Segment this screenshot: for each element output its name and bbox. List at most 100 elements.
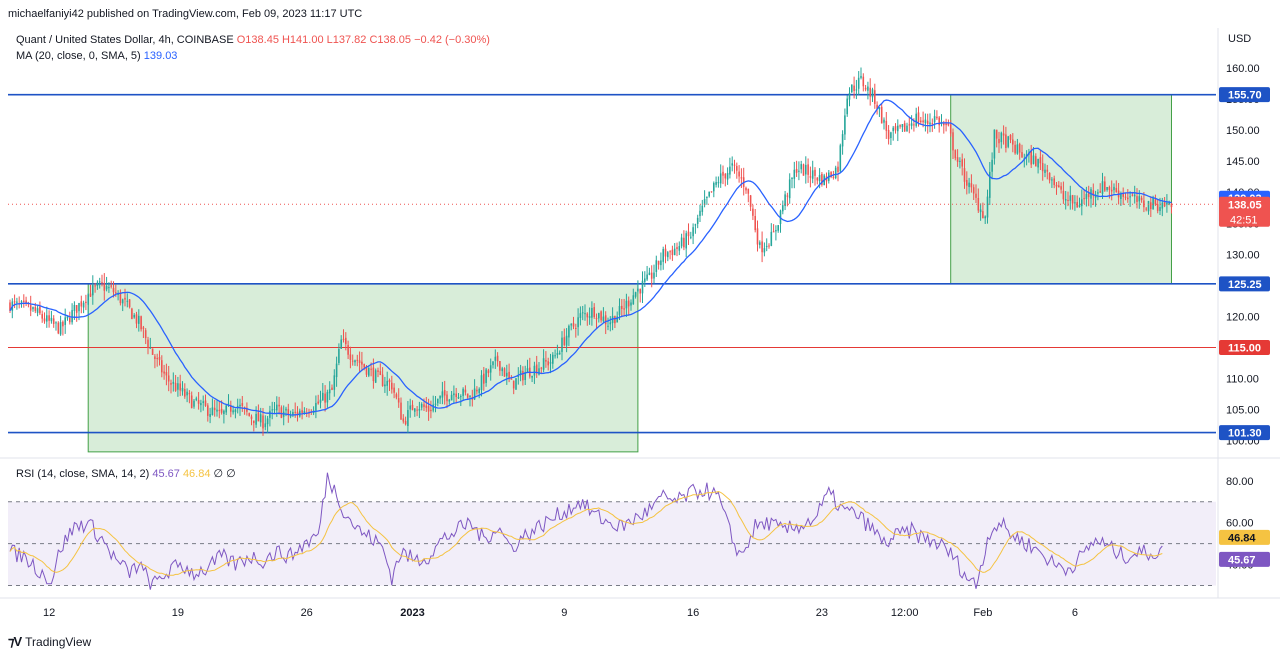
candle-body [1076,201,1078,208]
candle-body [915,113,917,126]
candle-body [600,311,602,321]
candle-body [510,378,513,380]
candle-body [112,287,115,293]
candle-body [1138,196,1141,202]
rsi-extra: ∅ ∅ [213,468,236,480]
candle-body [414,408,416,412]
candle-body [561,337,563,352]
candle-body [448,399,451,402]
candle-body [246,407,248,412]
candle-body [547,361,549,366]
candle-body [43,318,46,322]
candle-body [777,225,779,231]
candle-body [446,394,448,402]
candle-body [568,325,570,338]
candle-body [1159,207,1161,212]
candle-body [108,287,110,289]
rsi-label: RSI (14, close, SMA, 14, 2) [16,468,150,480]
candle-body [1005,134,1007,148]
footer[interactable]: ⁊V TradingView [8,634,91,650]
candle-body [708,191,710,197]
candle-body [998,138,1000,144]
candle-body [255,413,257,425]
candle-body [770,231,773,246]
candle-body [296,411,299,416]
candle-body [1104,181,1106,191]
candle-body [763,248,766,253]
candle-body [671,249,674,256]
candle-body [1143,200,1145,208]
candle-body [869,87,871,97]
candle-body [13,301,16,303]
candle-body [818,175,821,182]
candle-body [303,411,306,414]
candle-body [519,370,522,376]
candle-body [821,174,823,185]
candle-body [39,306,41,314]
candle-body [802,164,805,176]
candle-body [384,384,386,387]
candle-body [216,409,218,412]
candle-body [793,169,796,179]
candle-body [69,317,71,323]
time-tick-label: 16 [687,607,699,619]
candle-body [588,316,591,318]
candle-body [165,372,168,376]
rsi-legend[interactable]: RSI (14, close, SMA, 14, 2) 45.67 46.84 … [16,467,236,480]
candle-body [105,286,108,290]
candle-body [115,292,117,294]
candle-body [786,195,789,197]
candle-body [1018,143,1021,153]
candle-body [759,242,761,245]
range-zones [87,94,1173,453]
candle-body [202,401,204,403]
candle-body [20,301,23,303]
candle-body [315,402,317,411]
candle-body [841,134,844,147]
publish-header: michaelfaniyi42 published on TradingView… [8,8,363,20]
candle-body [616,316,618,323]
candle-body [765,245,768,248]
candle-body [632,295,635,305]
ma-legend[interactable]: MA (20, close, 0, SMA, 5) 139.03 [16,50,177,62]
candle-body [775,230,777,232]
candle-body [554,355,556,357]
candle-body [368,368,370,376]
candle-body [133,315,135,318]
candle-body [345,337,347,345]
candle-body [722,171,724,176]
candle-body [800,164,802,170]
symbol-legend[interactable]: Quant / United States Dollar, 4h, COINBA… [16,34,490,46]
candle-body [989,171,991,198]
rsi-line [9,472,1163,590]
candle-body [161,360,163,373]
candle-body [50,317,53,322]
candle-body [1071,195,1074,204]
candle-body [556,353,559,355]
candle-body [460,396,462,398]
candle-body [1129,196,1131,198]
candle-body [1147,200,1150,212]
candle-body [1062,190,1065,200]
candle-body [239,404,241,407]
candle-body [393,387,395,393]
candle-body [462,388,464,396]
candle-body [736,166,738,171]
candle-body [579,313,582,318]
candle-body [230,405,232,412]
candle-body [338,348,340,363]
candle-body [747,188,750,194]
candle-body [96,282,99,286]
candle-body [94,285,96,287]
currency-label: USD [1228,33,1252,45]
candle-body [331,387,333,390]
candle-body [135,314,138,324]
candle-body [745,187,747,191]
candle-body [188,393,191,395]
candle-body [979,209,982,213]
candle-body [71,310,73,323]
candle-body [147,339,149,348]
rsi-sma-value-label: 46.84 [1228,532,1256,544]
candle-body [1168,202,1170,204]
